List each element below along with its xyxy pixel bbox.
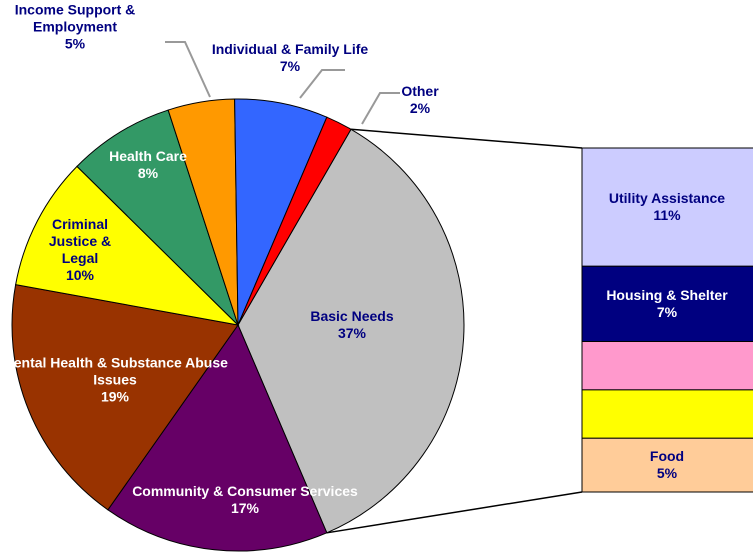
data-label: Mental Health & Substance Abuse Issues 19… [0,355,240,406]
data-label: Utility Assistance 11% [582,190,752,224]
data-label: Criminal Justice & Legal 10% [35,216,125,284]
value-label: 8% [137,165,159,181]
category-label: Individual & Family Life [211,41,369,57]
bar-segment [581,341,753,391]
bar-segment [581,437,753,493]
category-label: Other [401,83,439,99]
value-label: 7% [279,58,301,74]
value-label: 10% [65,267,95,283]
value-label: 5% [64,35,86,52]
connector [350,128,583,149]
bar-segment [581,389,753,439]
data-label: Income Support & Employment 5% [0,2,160,53]
pie-slice [15,165,240,326]
category-label: Health Care [109,148,187,164]
value-label: 17% [230,500,260,516]
pie-slice [237,128,465,534]
value-label: 11% [653,207,681,224]
leader-line [299,69,345,99]
category-label: Basic Needs [310,308,394,324]
category-label: Mental Health & Substance Abuse Issues [2,354,228,388]
leader-line [361,92,400,125]
category-label: Utility Assistance [608,190,726,207]
data-label: Housing & Shelter 7% [582,287,752,321]
data-label: Basic Needs 37% [307,308,397,342]
data-label: Individual & Family Life 7% [205,41,375,75]
pie-slice [237,116,352,326]
pie-slice [107,323,328,552]
data-label: Food 5% [582,448,752,482]
connector [326,491,583,534]
data-label: Community & Consumer Services 17% [125,483,365,517]
value-label: 7% [656,303,678,320]
category-label: Income Support & Employment [14,1,136,35]
category-label: Community & Consumer Services [132,483,358,499]
bar-segment [581,265,753,342]
category-label: Housing & Shelter [606,286,728,303]
value-label: 19% [100,388,130,405]
data-label: Health Care 8% [108,148,188,182]
pie-slice [76,109,239,326]
value-label: 5% [656,465,678,482]
data-label: Other 2% [390,83,450,117]
leader-line [165,41,211,98]
value-label: 2% [409,100,431,116]
category-label: Criminal Justice & Legal [48,216,112,266]
pie-slice [11,284,239,511]
value-label: 37% [337,325,367,341]
category-label: Food [649,448,685,465]
